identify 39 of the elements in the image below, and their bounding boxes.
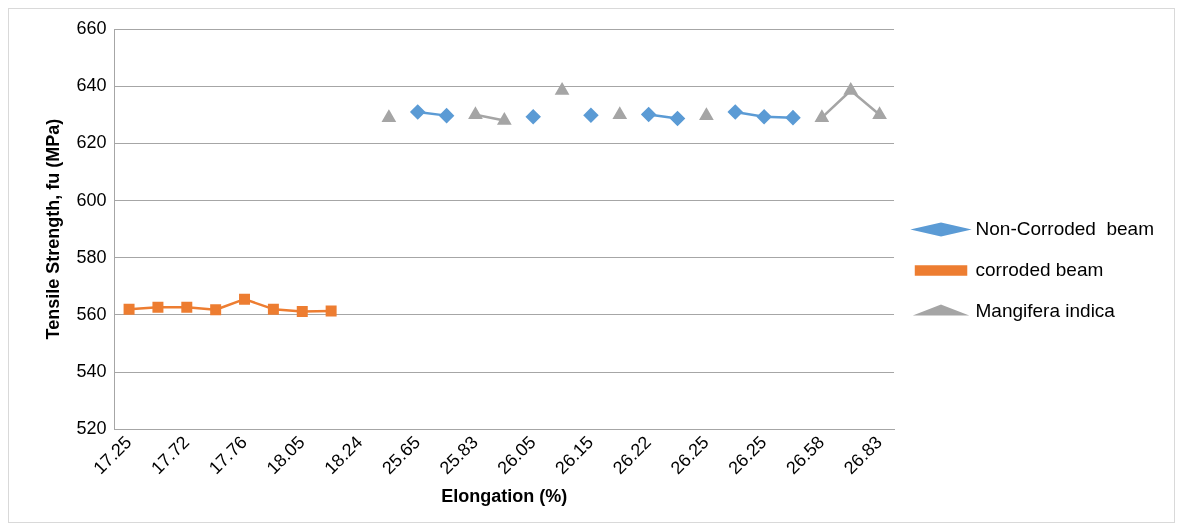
point xyxy=(815,110,829,122)
point xyxy=(873,107,887,120)
point xyxy=(497,113,511,125)
legend-label: Non-Corroded beam xyxy=(975,217,1155,239)
point xyxy=(267,303,279,315)
y-tick-label: 540 xyxy=(76,361,107,382)
point xyxy=(439,108,454,123)
point xyxy=(756,109,772,125)
y-tick-label: 660 xyxy=(76,17,107,38)
point xyxy=(239,293,251,305)
point xyxy=(296,305,308,317)
point xyxy=(210,304,222,316)
point xyxy=(181,301,193,313)
y-tick-label: 520 xyxy=(76,418,107,439)
y-tick-label: 600 xyxy=(76,189,107,210)
point xyxy=(785,110,801,125)
point xyxy=(613,107,627,120)
point xyxy=(844,83,858,95)
point xyxy=(699,108,713,120)
point xyxy=(469,107,482,120)
point xyxy=(123,303,135,315)
y-tick-label: 560 xyxy=(76,303,107,324)
point xyxy=(670,111,685,126)
point xyxy=(583,108,599,123)
y-tick-label: 580 xyxy=(76,246,107,267)
legend-label: Mangifera indica xyxy=(975,299,1116,321)
point xyxy=(525,109,541,125)
legend-label: corroded beam xyxy=(975,258,1104,280)
y-tick-label: 640 xyxy=(76,75,107,96)
point xyxy=(641,107,656,122)
y-tick-label: 620 xyxy=(76,132,107,153)
point xyxy=(410,104,425,120)
x-axis-title: Elongation (%) xyxy=(441,486,568,507)
point xyxy=(152,301,164,313)
point xyxy=(325,305,337,317)
y-axis-title: Tensile Strength, fu (MPa) xyxy=(42,118,63,340)
point xyxy=(728,104,743,120)
point xyxy=(555,83,569,95)
point xyxy=(382,110,396,122)
